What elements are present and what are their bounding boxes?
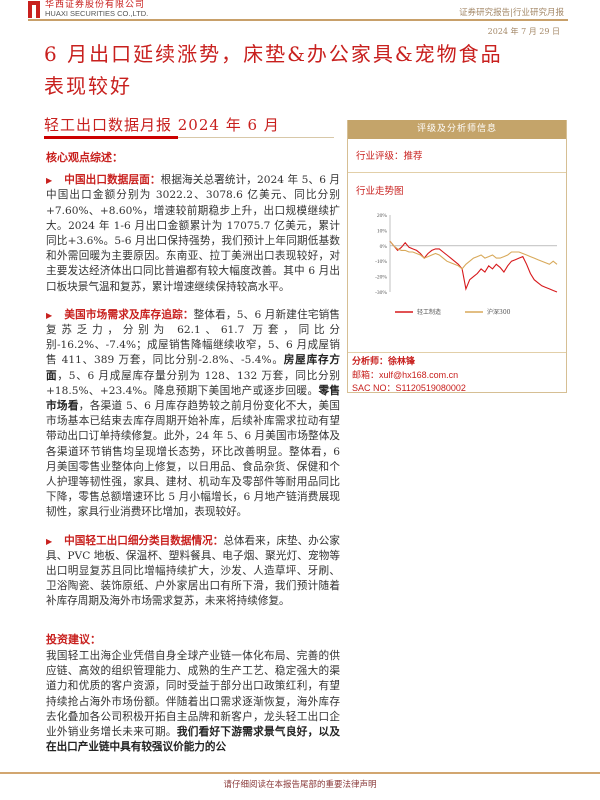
para-bold: 我们看好下游需求景气良好，以及在出口产业链中具有较强议价能力的公	[46, 725, 341, 754]
legend-label: 轻工制造	[417, 308, 441, 316]
para-text: 整体看，5、6 月新建住宅销售复苏乏力，分别为 62.1、61.7 万套，同比分…	[46, 308, 340, 367]
series-line-2	[389, 240, 558, 270]
subtitle-divider	[44, 137, 334, 138]
logo-cn: 华西证券股份有限公司	[45, 0, 146, 10]
para-lead: 中国轻工出口细分类目数据情况：	[64, 534, 224, 547]
header-divider	[28, 19, 568, 21]
paragraph-us-market: ▶ 美国市场需求及库存追踪：整体看，5、6 月新建住宅销售复苏乏力，分别为 62.…	[46, 308, 340, 521]
rating-analyst-panel: 评级及分析师信息 行业评级：推荐 行业走势图 分析师：徐林锋 邮箱：xulf@h…	[347, 120, 567, 393]
industry-rating: 行业评级：推荐	[356, 151, 423, 162]
y-tick-label: -30%	[375, 290, 387, 296]
para-lead: 美国市场需求及库存追踪：	[64, 308, 194, 321]
analyst-info: 分析师：徐林锋 邮箱：xulf@hx168.com.cn SAC NO：S112…	[352, 356, 466, 395]
analyst-name: 分析师：徐林锋	[352, 357, 416, 367]
footer-divider	[0, 772, 600, 774]
logo-en: HUAXI SECURITIES CO.,LTD.	[45, 9, 149, 18]
para-bold: 房屋库存方面	[46, 354, 340, 382]
y-tick-label: 0%	[380, 244, 388, 250]
para-text: 我国轻工出海企业凭借自身全球产业链一体化布局、完善的供应链、高效的组织管理能力、…	[46, 649, 340, 738]
panel-divider	[348, 172, 566, 173]
report-title: 6 月出口延续涨势，床垫&办公家具&宠物食品表现较好	[44, 42, 503, 98]
bullet-icon: ▶	[46, 536, 53, 546]
y-tick-label: -20%	[375, 275, 387, 281]
bullet-icon: ▶	[46, 176, 53, 186]
main-content: 核心观点综述： ▶ 中国出口数据层面：根据海关总署统计，2024 年 5、6 月中…	[46, 150, 340, 768]
para-text: 根据海关总署统计，2024 年 5、6 月中国出口金额分别为 3022.2、30…	[46, 174, 341, 293]
y-tick-label: 20%	[377, 213, 388, 219]
logo-mark-icon	[28, 1, 40, 18]
subtitle-accent	[44, 136, 178, 139]
para-text: 总体看来，床垫、办公家具、PVC 地板、保温杯、塑料餐具、电子烟、聚光灯、宠物等…	[46, 534, 340, 608]
series-line-1	[389, 240, 558, 293]
para-text: ，5、6 月成屋库存量分别为 128、132 万套，同比分别+18.5%、+23…	[46, 369, 341, 397]
trend-title: 行业走势图	[356, 186, 404, 197]
panel-divider	[348, 352, 566, 353]
core-heading: 核心观点综述：	[46, 151, 123, 164]
invest-heading: 投资建议：	[46, 632, 101, 646]
y-tick-label: 10%	[377, 228, 388, 234]
huaxi-logo: 华西证券股份有限公司 HUAXI SECURITIES CO.,LTD.	[28, 0, 188, 20]
report-subtitle: 轻工出口数据月报 2024 年 6 月	[44, 116, 280, 134]
paragraph-export: ▶ 中国出口数据层面：根据海关总署统计，2024 年 5、6 月中国出口金额分别为…	[46, 173, 340, 295]
bullet-icon: ▶	[46, 310, 53, 320]
para-text: ，各渠道 5、6 月库存趋势较之前月份变化不大，美国市场基本已结束去库存周期开始…	[46, 400, 341, 519]
para-lead: 中国出口数据层面：	[64, 174, 161, 187]
analyst-email[interactable]: 邮箱：xulf@hx168.com.cn	[352, 370, 459, 380]
para-bold: 零售市场看	[46, 384, 341, 413]
paragraph-invest: 我国轻工出海企业凭借自身全球产业链一体化布局、完善的供应链、高效的组织管理能力、…	[46, 649, 340, 755]
panel-header: 评级及分析师信息	[348, 120, 566, 139]
legend-label: 沪深300	[487, 308, 511, 316]
report-date: 2024 年 7 月 29 日	[487, 27, 560, 36]
report-type: 证券研究报告|行业研究月报	[459, 8, 564, 18]
footer-disclaimer: 请仔细阅读在本报告尾部的重要法律声明	[223, 780, 377, 790]
y-tick-label: -10%	[375, 259, 387, 265]
industry-trend-chart: 20% 10% 0% -10% -20% -30% 轻工制造 沪深300	[375, 213, 558, 316]
analyst-sac: SAC NO：S1120519080002	[352, 383, 466, 393]
paragraph-categories: ▶ 中国轻工出口细分类目数据情况：总体看来，床垫、办公家具、PVC 地板、保温杯、…	[46, 534, 340, 610]
